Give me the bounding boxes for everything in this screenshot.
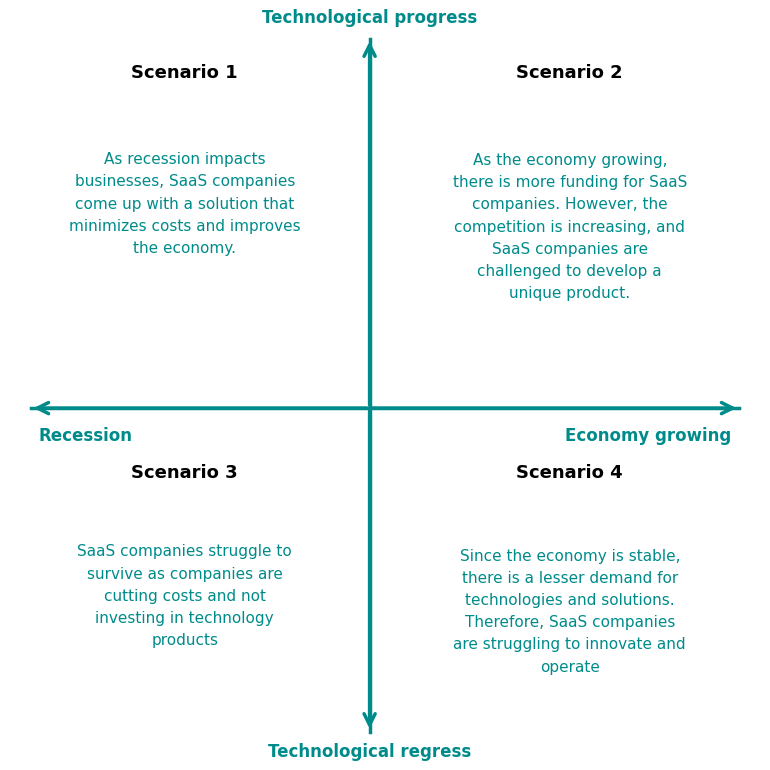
- Text: Scenario 1: Scenario 1: [132, 65, 238, 82]
- Text: Technological regress: Technological regress: [268, 743, 471, 761]
- Text: As the economy growing,
there is more funding for SaaS
companies. However, the
c: As the economy growing, there is more fu…: [453, 153, 687, 301]
- Text: Scenario 4: Scenario 4: [517, 464, 623, 482]
- Text: Scenario 2: Scenario 2: [517, 65, 623, 82]
- Text: Since the economy is stable,
there is a lesser demand for
technologies and solut: Since the economy is stable, there is a …: [454, 549, 686, 675]
- Text: As recession impacts
businesses, SaaS companies
come up with a solution that
min: As recession impacts businesses, SaaS co…: [69, 152, 300, 256]
- Text: Scenario 3: Scenario 3: [132, 464, 238, 482]
- Text: Economy growing: Economy growing: [565, 427, 731, 445]
- Text: Recession: Recession: [38, 427, 132, 445]
- Text: Technological progress: Technological progress: [262, 9, 477, 27]
- Text: SaaS companies struggle to
survive as companies are
cutting costs and not
invest: SaaS companies struggle to survive as co…: [78, 544, 292, 648]
